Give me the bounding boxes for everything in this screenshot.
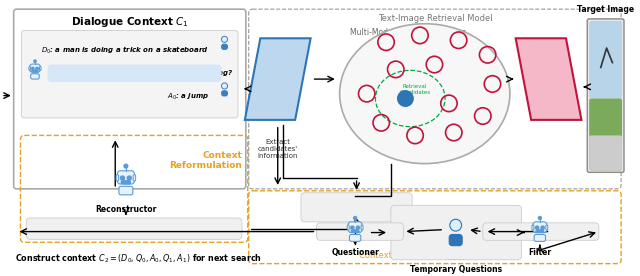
FancyBboxPatch shape [301,193,412,222]
Text: Filter: Filter [528,248,552,257]
Circle shape [221,83,228,89]
Circle shape [354,216,356,219]
Circle shape [450,219,461,231]
FancyBboxPatch shape [29,64,40,72]
Text: Context-aware Dialogue Generation: Context-aware Dialogue Generation [359,251,511,260]
FancyBboxPatch shape [47,65,221,82]
FancyBboxPatch shape [536,230,544,233]
Text: Text-Image Retrieval Model: Text-Image Retrieval Model [378,14,492,23]
FancyBboxPatch shape [316,223,403,240]
Text: Target Image: Target Image [577,5,634,14]
FancyBboxPatch shape [26,218,242,239]
Text: $Q_1$: what is a man wearing?: $Q_1$: what is a man wearing? [486,226,595,237]
FancyBboxPatch shape [349,234,361,242]
FancyBboxPatch shape [533,222,547,233]
Circle shape [356,226,360,229]
Polygon shape [516,38,582,120]
Circle shape [124,164,128,168]
Circle shape [538,216,541,219]
Circle shape [36,67,38,70]
FancyBboxPatch shape [589,99,622,170]
Text: Context
Reformulation: Context Reformulation [169,151,242,170]
Text: Reconstructor: Reconstructor [95,205,157,214]
Circle shape [221,36,228,43]
FancyBboxPatch shape [532,225,534,230]
Text: $A_1$: a white t-shirt: $A_1$: a white t-shirt [324,226,396,237]
FancyBboxPatch shape [40,67,41,70]
Text: Dialogue Context $C_1$: Dialogue Context $C_1$ [71,15,189,29]
FancyBboxPatch shape [221,91,227,96]
Text: Questioner: Questioner [331,248,379,257]
FancyBboxPatch shape [31,74,39,79]
Text: Image
Encoder: Image Encoder [528,69,569,89]
FancyBboxPatch shape [133,175,136,181]
FancyBboxPatch shape [391,205,522,260]
FancyBboxPatch shape [32,70,38,72]
FancyBboxPatch shape [116,175,118,181]
FancyBboxPatch shape [348,222,362,233]
Circle shape [351,226,354,229]
Circle shape [397,91,413,106]
Text: $Q_0$: what type of trick is the man performing?: $Q_0$: what type of trick is the man per… [52,68,233,79]
Text: Text
Encoder: Text Encoder [257,69,298,89]
Text: Temporary Questions: Temporary Questions [410,265,502,274]
Text: man in yellow shirt
a boy in a skateboard park: man in yellow shirt a boy in a skateboar… [312,201,401,214]
FancyBboxPatch shape [546,225,548,230]
Circle shape [541,226,544,229]
FancyBboxPatch shape [588,19,624,172]
FancyBboxPatch shape [221,44,227,49]
Text: Construct context $C_2=(D_0, Q_0, A_0, Q_1, A_1)$ for next search: Construct context $C_2=(D_0, Q_0, A_0, Q… [15,253,262,265]
FancyBboxPatch shape [351,230,359,233]
FancyBboxPatch shape [589,21,622,99]
FancyBboxPatch shape [13,9,246,189]
FancyBboxPatch shape [117,171,134,184]
FancyBboxPatch shape [121,180,131,184]
Text: what is a man wearing?: what is a man wearing? [412,235,500,242]
FancyBboxPatch shape [21,31,238,118]
FancyBboxPatch shape [449,235,462,246]
Text: $A_0$: a jump: $A_0$: a jump [167,91,209,102]
Text: $D_0$: a man is doing a trick on a skateboard: $D_0$: a man is doing a trick on a skate… [41,44,209,55]
Circle shape [120,176,125,180]
Text: $D_1$: a man is doing a jump trick on a skateboard: $D_1$: a man is doing a jump trick on a … [38,223,218,234]
FancyBboxPatch shape [29,67,31,70]
Circle shape [127,176,131,180]
Text: what is a man doing?: what is a man doing? [420,212,492,218]
Circle shape [31,67,34,70]
FancyBboxPatch shape [119,186,133,195]
Ellipse shape [340,24,510,164]
Text: how high is the jump?: how high is the jump? [419,247,493,253]
Text: Retrieval
Candidates: Retrieval Candidates [399,84,431,95]
FancyBboxPatch shape [534,234,545,242]
FancyBboxPatch shape [361,225,363,230]
Text: is a man smiling?: is a man smiling? [427,224,485,230]
FancyBboxPatch shape [483,223,599,240]
Polygon shape [245,38,310,120]
Text: Extract
candidates'
information: Extract candidates' information [257,139,298,159]
Text: Multi-Modal Embedding Space: Multi-Modal Embedding Space [350,28,467,37]
Text: User: User [446,253,465,262]
FancyBboxPatch shape [589,136,622,170]
Circle shape [536,226,539,229]
Circle shape [34,60,36,62]
FancyBboxPatch shape [347,225,349,230]
